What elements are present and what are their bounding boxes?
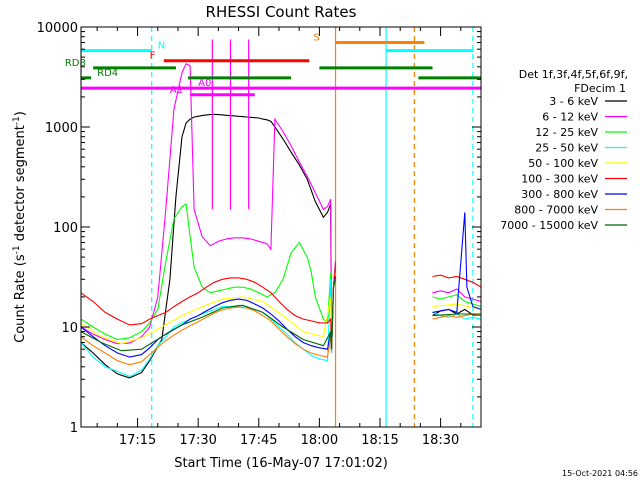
state-label-3: RD8	[65, 58, 86, 69]
plot-content	[81, 27, 481, 427]
y-tick-label-2: 100	[53, 221, 78, 236]
series-line-8	[81, 279, 481, 352]
x-tick-label-2: 17:45	[240, 433, 277, 448]
legend-header-line-2: FDecim 1	[574, 82, 626, 95]
x-axis-label: Start Time (16-May-07 17:01:02)	[174, 456, 388, 471]
series-line-2	[81, 203, 481, 354]
state-label-4: RD4	[97, 68, 118, 79]
series-line-7	[81, 279, 481, 366]
state-label-5: A1	[170, 85, 183, 96]
y-tick-label-0: 1	[70, 421, 78, 436]
y-axis: 1 10 100 1000 10000	[37, 21, 481, 436]
legend-label-2: 12 - 25 keV	[535, 126, 598, 139]
footer-timestamp: 15-Oct-2021 04:56	[562, 469, 638, 478]
legend-label-6: 300 - 800 keV	[521, 188, 598, 201]
series-line-1	[81, 62, 481, 354]
legend-label-3: 25 - 50 keV	[535, 142, 598, 155]
legend-label-5: 100 - 300 keV	[521, 173, 598, 186]
legend-label-1: 6 - 12 keV	[542, 111, 598, 124]
legend-header-line-1: Det 1f,3f,4f,5f,6f,9f,	[519, 68, 628, 81]
y-tick-label-4: 10000	[37, 21, 78, 36]
legend-label-7: 800 - 7000 keV	[514, 204, 598, 217]
x-tick-label-5: 18:30	[422, 433, 459, 448]
y-axis-label: Count Rate (s-1 detector segment-1)	[12, 111, 28, 343]
series-line-5	[81, 266, 481, 350]
legend-label-0: 3 - 6 keV	[549, 95, 598, 108]
plot-area: NF S RD8 RD4 A1 A0	[65, 26, 482, 428]
state-label-1: F	[150, 51, 156, 62]
series-line-3	[81, 272, 481, 378]
state-label-0: N	[158, 41, 165, 52]
state-label-6: A0	[198, 78, 211, 89]
y-tick-label-1: 10	[61, 321, 78, 336]
legend: Det 1f,3f,4f,5f,6f,9f, FDecim 1 3 - 6 ke…	[500, 68, 628, 232]
series-line-4	[81, 276, 481, 350]
x-tick-label-0: 17:15	[119, 433, 156, 448]
series-line-6	[81, 212, 481, 358]
legend-label-4: 50 - 100 keV	[528, 157, 598, 170]
x-axis: 17:15 17:30 17:45 18:00 18:15 18:30	[96, 27, 482, 448]
legend-label-8: 7000 - 15000 keV	[500, 219, 598, 232]
state-label-2: S	[313, 32, 319, 43]
chart-title: RHESSI Count Rates	[206, 3, 357, 21]
y-tick-label-3: 1000	[45, 121, 78, 136]
x-tick-label-1: 17:30	[179, 433, 216, 448]
x-tick-label-4: 18:15	[361, 433, 398, 448]
x-tick-label-3: 18:00	[301, 433, 338, 448]
